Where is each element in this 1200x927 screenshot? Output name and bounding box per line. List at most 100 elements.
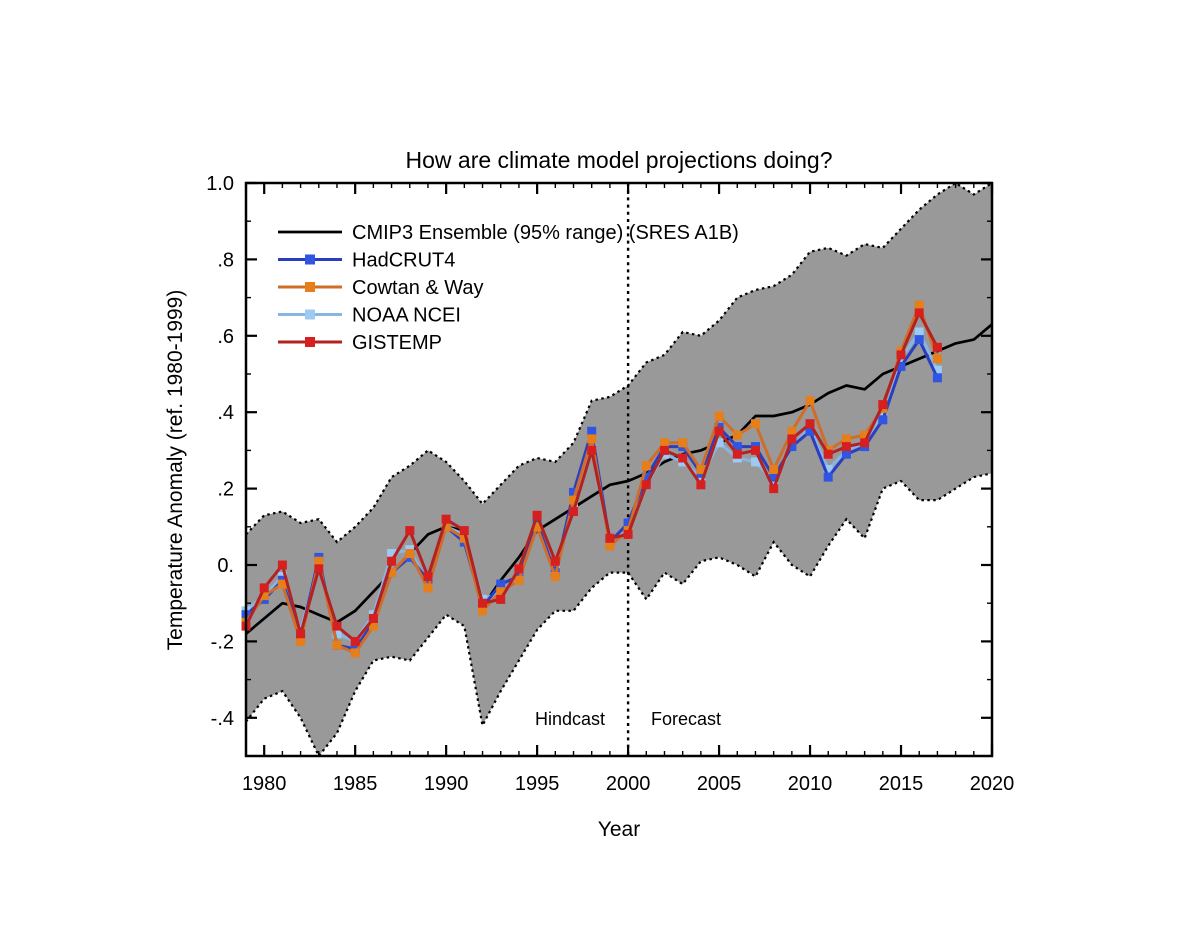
series-cowtan-way-marker: [350, 648, 360, 658]
series-gistemp-marker: [914, 308, 924, 318]
series-gistemp-marker: [860, 438, 870, 448]
hindcast-label: Hindcast: [535, 709, 605, 729]
series-noaa-ncei-marker: [387, 549, 397, 558]
series-noaa-ncei-marker: [914, 327, 924, 337]
series-gistemp-marker: [696, 480, 706, 490]
series-gistemp-marker: [787, 434, 797, 444]
series-gistemp-marker: [478, 598, 487, 608]
series-hadcrut4-marker: [914, 335, 924, 345]
series-cowtan-way-marker: [423, 583, 433, 593]
series-cowtan-way-marker: [587, 434, 597, 444]
y-tick-label: -.4: [211, 708, 234, 730]
series-gistemp-marker: [423, 572, 433, 581]
series-gistemp-marker: [678, 453, 688, 463]
series-noaa-ncei-marker: [823, 465, 833, 474]
series-cowtan-way-marker: [314, 556, 324, 566]
series-gistemp-marker: [823, 449, 833, 459]
forecast-label: Forecast: [651, 709, 721, 729]
series-gistemp-marker: [932, 342, 942, 352]
series-gistemp-marker: [277, 560, 287, 570]
x-tick-label: 1985: [333, 773, 378, 795]
axis-ticks: [245, 181, 994, 757]
series-cowtan-way-marker: [860, 430, 870, 440]
series-cowtan-way-marker: [569, 495, 578, 505]
series-cowtan-way-marker: [660, 438, 669, 448]
series-gistemp-marker: [841, 442, 851, 452]
y-tick-label: 1.0: [206, 173, 234, 195]
x-tick-label: 1990: [424, 773, 469, 795]
series-hadcrut4-marker: [496, 579, 506, 589]
legend-entry: Cowtan & Way: [278, 277, 484, 299]
series-gistemp-marker: [459, 526, 469, 536]
legend-marker-swatch: [305, 337, 315, 347]
series-cowtan-way-marker: [769, 465, 779, 474]
series-noaa-ncei-marker: [332, 629, 342, 639]
x-tick-label: 2020: [970, 773, 1015, 795]
series-noaa-ncei-marker: [932, 365, 942, 375]
series-cowtan-way-marker: [841, 434, 851, 444]
legend-entry-label: CMIP3 Ensemble (95% range) (SRES A1B): [352, 222, 739, 244]
series-cowtan-way-marker: [732, 430, 742, 440]
series-gistemp-marker: [641, 480, 651, 490]
series-noaa-ncei-marker: [751, 457, 760, 467]
series-cowtan-way-marker: [532, 522, 542, 532]
series-gistemp-marker: [896, 350, 906, 360]
series-gistemp-marker: [769, 484, 779, 494]
series-cowtan-way-marker: [751, 419, 760, 429]
series-cowtan-way-marker: [277, 579, 287, 589]
series-cowtan-way-marker: [496, 587, 506, 597]
data-series-lines: [241, 300, 993, 658]
series-cowtan-way-marker: [459, 533, 469, 543]
series-hadcrut4-marker: [787, 442, 797, 452]
series-hadcrut4-marker: [623, 518, 633, 528]
series-cowtan-way-marker: [787, 426, 797, 436]
series-cowtan-way-marker: [550, 572, 560, 581]
series-noaa-ncei-marker: [714, 438, 724, 448]
series-cowtan-way-marker: [605, 541, 615, 551]
series-cowtan-way-marker: [714, 411, 724, 421]
x-tick-label: 2000: [606, 773, 651, 795]
axes-frame: [244, 181, 994, 758]
series-gistemp-marker: [387, 556, 397, 566]
axis-tick-labels: 1980 1985 1990 1995 2000 2005 2010 2015 2020 1.0.…: [206, 173, 1014, 795]
series-gistemp-marker: [732, 449, 742, 459]
y-tick-label: 0.: [217, 555, 234, 577]
series-gistemp-marker: [314, 564, 324, 574]
y-tick-label: .4: [217, 402, 234, 424]
legend-marker-swatch: [305, 309, 315, 320]
series-gistemp-marker: [660, 445, 669, 455]
legend: CMIP3 Ensemble (95% range) (SRES A1B) Had…: [278, 222, 739, 354]
legend-entry: GISTEMP: [278, 332, 442, 354]
band-edge-lower: [245, 472, 993, 759]
series-gistemp-marker: [623, 529, 633, 539]
series-cowtan-way-marker: [259, 591, 269, 601]
series-cowtan-way-marker: [478, 606, 487, 616]
series-cowtan-way-marker: [514, 575, 524, 585]
series-cowtan-way-marker: [387, 568, 397, 578]
series-cowtan-way-marker: [641, 461, 651, 471]
x-tick-label: 1980: [242, 773, 287, 795]
chart-title: How are climate model projections doing?: [406, 147, 833, 173]
series-hadcrut4-marker: [878, 415, 888, 425]
series-gistemp-marker: [368, 614, 378, 623]
legend-marker-swatch: [305, 254, 315, 265]
series-gistemp-marker: [441, 514, 451, 524]
series-gistemp-marker: [587, 445, 597, 455]
series-hadcrut4-marker: [841, 449, 851, 459]
x-tick-label: 2010: [788, 773, 833, 795]
series-hadcrut4-marker: [569, 487, 578, 497]
series-cowtan-way-marker: [696, 465, 706, 474]
x-tick-label: 2015: [879, 773, 924, 795]
series-cowtan-way-marker: [368, 621, 378, 631]
series-gistemp-marker: [878, 400, 888, 410]
series-hadcrut4-marker: [896, 361, 906, 371]
uncertainty-band: [246, 183, 992, 756]
legend-entry-label: Cowtan & Way: [352, 277, 484, 299]
series-cowtan-way-marker: [296, 636, 306, 646]
series-hadcrut4-marker: [805, 426, 815, 436]
series-gistemp-marker: [496, 594, 506, 604]
series-cowtan-way-marker: [932, 354, 942, 364]
legend-entry-label: HadCRUT4: [352, 250, 455, 272]
